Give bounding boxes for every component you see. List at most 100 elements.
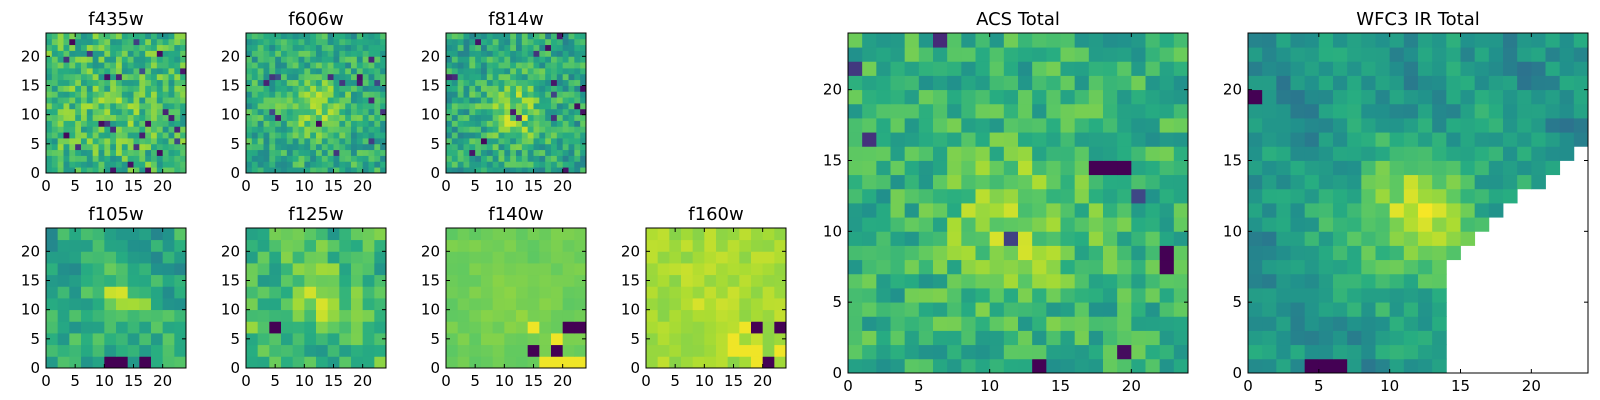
heatmap-cell xyxy=(446,344,459,357)
heatmap-cell xyxy=(121,114,129,121)
heatmap-cell xyxy=(1517,132,1532,147)
heatmap-cell xyxy=(246,155,253,162)
heatmap-cell xyxy=(481,356,494,369)
heatmap-cell xyxy=(257,103,264,110)
heatmap-cell xyxy=(1276,273,1291,289)
heatmap-cell xyxy=(521,149,529,156)
heatmap-cell xyxy=(1304,103,1320,119)
heatmap-cell xyxy=(63,167,70,174)
heatmap-cell xyxy=(1276,33,1291,48)
heatmap-cell xyxy=(510,38,517,46)
heatmap-cell xyxy=(1432,273,1447,289)
heatmap-cell xyxy=(92,298,105,311)
heatmap-cell xyxy=(1361,203,1376,218)
heatmap-cell xyxy=(580,33,587,40)
heatmap-cell xyxy=(292,85,299,92)
heatmap-cell xyxy=(1290,259,1306,275)
heatmap-cell xyxy=(168,161,175,168)
heatmap-cell xyxy=(545,103,552,110)
heatmap-cell xyxy=(492,309,505,322)
heatmap-cell xyxy=(275,85,282,92)
heatmap-cell xyxy=(86,103,94,110)
heatmap-cell xyxy=(574,120,581,127)
heatmap-cell xyxy=(162,333,175,346)
heatmap-cell xyxy=(1032,89,1047,105)
heatmap-cell xyxy=(356,56,364,63)
heatmap-cell xyxy=(1318,132,1334,147)
heatmap-cell xyxy=(321,138,329,145)
heatmap-cell xyxy=(1347,273,1362,289)
heatmap-cell xyxy=(704,251,717,264)
heatmap-cell xyxy=(127,286,140,299)
heatmap-cell xyxy=(446,286,459,299)
heatmap-cell xyxy=(86,73,94,81)
heatmap-cell xyxy=(1545,47,1561,62)
heatmap-cell xyxy=(281,263,294,276)
heatmap-cell xyxy=(989,288,1005,303)
heatmap-cell xyxy=(904,75,920,91)
heatmap-cell xyxy=(681,321,694,334)
heatmap-cell xyxy=(380,167,387,174)
x-tick-label: 15 xyxy=(124,177,143,195)
heatmap-cell xyxy=(168,108,175,116)
heatmap-cell xyxy=(151,298,164,311)
heatmap-cell xyxy=(504,50,511,57)
heatmap-cell xyxy=(1290,245,1306,261)
heatmap-cell xyxy=(904,89,920,105)
heatmap-cell xyxy=(539,239,552,252)
heatmap-cell xyxy=(646,228,659,241)
heatmap-cell xyxy=(504,68,511,75)
heatmap-cell xyxy=(263,120,270,127)
heatmap-cell xyxy=(1573,103,1589,119)
heatmap-cell xyxy=(551,97,558,104)
heatmap-cell xyxy=(139,286,152,299)
heatmap-cell xyxy=(580,85,587,92)
heatmap-cell xyxy=(281,132,288,139)
heatmap-cell xyxy=(533,138,540,145)
heatmap-cell xyxy=(527,50,534,57)
heatmap-cell xyxy=(739,344,752,357)
heatmap-cell xyxy=(374,167,381,174)
heatmap-cell xyxy=(327,33,334,40)
heatmap-cell xyxy=(527,239,540,252)
heatmap-cell xyxy=(1460,89,1476,105)
heatmap-cell xyxy=(145,120,152,127)
heatmap-cell xyxy=(168,143,175,151)
heatmap-cell xyxy=(545,108,552,116)
y-tick-label: 0 xyxy=(230,164,240,182)
heatmap-cell xyxy=(127,85,134,92)
heatmap-cell xyxy=(774,251,787,264)
heatmap-cell xyxy=(533,161,540,168)
heatmap-cell xyxy=(848,47,863,62)
x-tick-label: 5 xyxy=(70,177,80,195)
heatmap-cell xyxy=(81,56,88,63)
heatmap-cell xyxy=(516,33,523,40)
heatmap-cell xyxy=(533,143,540,151)
heatmap-cell xyxy=(139,62,146,69)
heatmap-cell xyxy=(504,263,517,276)
heatmap-cell xyxy=(75,85,82,92)
y-tick-label: 0 xyxy=(630,359,640,377)
heatmap-cell xyxy=(1503,174,1518,190)
heatmap-cell xyxy=(521,38,529,46)
heatmap-cell xyxy=(1018,217,1033,232)
heatmap-cell xyxy=(704,344,717,357)
heatmap-cell xyxy=(1145,231,1161,246)
heatmap-cell xyxy=(321,120,329,127)
heatmap-cell xyxy=(539,79,546,86)
heatmap-cell xyxy=(174,126,181,133)
heatmap-cell xyxy=(127,91,134,98)
heatmap-cell xyxy=(1046,231,1061,246)
heatmap-cell xyxy=(556,108,564,116)
heatmap-cell xyxy=(933,330,948,346)
heatmap-cell xyxy=(580,44,587,51)
heatmap-cell xyxy=(1032,146,1047,161)
heatmap-cell xyxy=(292,274,305,287)
heatmap-cell xyxy=(263,50,270,57)
heatmap-cell xyxy=(848,33,863,48)
heatmap-cell xyxy=(374,97,381,104)
heatmap-cell xyxy=(121,155,129,162)
heatmap-cell xyxy=(69,143,76,151)
